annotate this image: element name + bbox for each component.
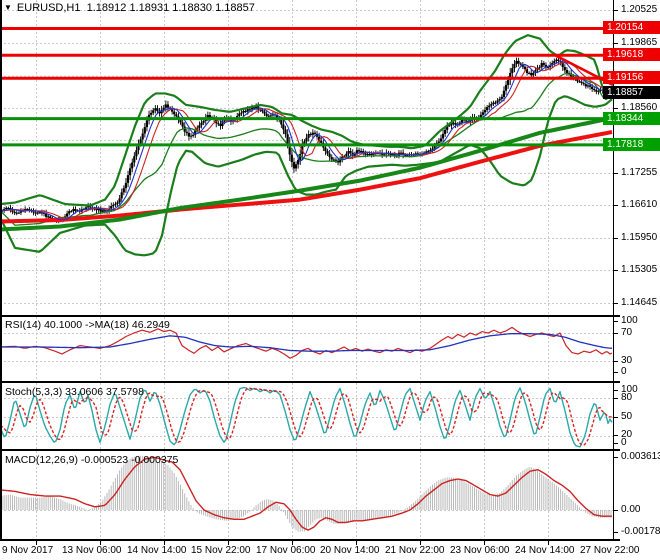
time-axis-label: 23 Nov 06:00 <box>450 545 510 556</box>
price-axis-tick <box>613 205 618 206</box>
panel-separator-macd[interactable] <box>0 449 620 451</box>
time-axis-label: 21 Nov 22:00 <box>385 545 445 556</box>
time-axis-border <box>0 539 620 541</box>
indicator-scale-label: 100 <box>621 315 638 326</box>
time-axis-tick <box>548 541 549 545</box>
indicator-scale-tick <box>613 443 618 444</box>
indicator-scale-label: 0 <box>621 366 627 377</box>
stoch-panel-canvas[interactable] <box>0 383 613 449</box>
time-axis-label: 14 Nov 14:00 <box>127 545 187 556</box>
price-axis-tick <box>613 10 618 11</box>
macd-panel-canvas[interactable] <box>0 451 613 539</box>
price-level-badge-red: 1.19618 <box>603 48 660 61</box>
price-level-badge-green: 1.18344 <box>603 112 660 125</box>
price-level-badge-green: 1.17818 <box>603 138 660 151</box>
indicator-scale-label: 20 <box>621 429 633 440</box>
price-axis-tick <box>613 303 618 304</box>
panel-separator-rsi[interactable] <box>0 315 620 317</box>
time-axis-label: 13 Nov 06:00 <box>62 545 122 556</box>
indicator-scale-tick <box>613 457 618 458</box>
indicator-scale-tick <box>613 390 618 391</box>
macd-indicator-label: MACD(12,26,9) -0.000523 -0.000375 <box>5 454 179 466</box>
indicator-scale-label: 70 <box>621 327 633 338</box>
chart-symbol-period: EURUSD,H1 <box>16 2 81 14</box>
time-axis-label: 17 Nov 06:00 <box>256 545 316 556</box>
time-axis-tick <box>292 541 293 545</box>
indicator-scale-label: 50 <box>621 411 633 422</box>
time-axis-tick <box>420 541 421 545</box>
price-axis-label: 1.16610 <box>621 199 658 210</box>
chart-ohlc-values: 1.18912 1.18931 1.18830 1.18857 <box>86 2 255 14</box>
time-axis-label: 9 Nov 2017 <box>2 545 54 556</box>
chart-left-border <box>0 0 2 539</box>
indicator-scale-tick <box>613 321 618 322</box>
price-axis-label: 1.20525 <box>621 4 658 15</box>
time-axis-tick <box>100 541 101 545</box>
price-axis-tick <box>613 43 618 44</box>
price-level-badge-red: 1.19156 <box>603 71 660 84</box>
time-axis-label: 20 Nov 14:00 <box>320 545 380 556</box>
price-axis-label: 1.17255 <box>621 167 658 178</box>
price-axis-label: 1.19865 <box>621 37 658 48</box>
price-level-badge-black: 1.18857 <box>603 86 660 99</box>
indicator-scale-tick <box>613 333 618 334</box>
indicator-scale-label: 0.003613 <box>621 451 660 462</box>
stoch-indicator-label: Stoch(5,3,3) 33.0606 37.5798 <box>5 386 144 398</box>
indicator-scale-label: -0.001788 <box>621 526 660 537</box>
indicator-scale-tick <box>613 361 618 362</box>
price-axis-tick <box>613 238 618 239</box>
symbol-dropdown-icon[interactable]: ▼ <box>4 3 12 12</box>
panel-separator-stoch[interactable] <box>0 381 620 383</box>
price-axis-label: 1.14645 <box>621 297 658 308</box>
indicator-scale-label: 80 <box>621 392 633 403</box>
price-axis-tick <box>613 270 618 271</box>
price-axis-label: 1.18560 <box>621 102 658 113</box>
price-level-badge-red: 1.20154 <box>603 21 660 34</box>
indicator-scale-label: 0.00 <box>621 504 641 515</box>
time-axis-tick <box>356 541 357 545</box>
indicator-scale-tick <box>613 398 618 399</box>
rsi-panel-canvas[interactable] <box>0 317 613 381</box>
indicator-scale-tick <box>613 510 618 511</box>
time-axis-label: 15 Nov 22:00 <box>191 545 251 556</box>
indicator-scale-label: 30 <box>621 355 633 366</box>
price-axis-tick <box>613 108 618 109</box>
main-chart-canvas[interactable] <box>0 0 613 315</box>
price-axis-label: 1.15950 <box>621 232 658 243</box>
indicator-scale-label: 0 <box>621 437 627 448</box>
rsi-indicator-label: RSI(14) 40.1000 ->MA(18) 46.2949 <box>5 319 170 331</box>
time-axis-tick <box>228 541 229 545</box>
time-axis-tick <box>36 541 37 545</box>
indicator-scale-tick <box>613 532 618 533</box>
indicator-scale-tick <box>613 417 618 418</box>
time-axis-tick <box>484 541 485 545</box>
price-axis-tick <box>613 173 618 174</box>
chart-title: ▼ EURUSD,H1 1.18912 1.18931 1.18830 1.188… <box>4 2 255 14</box>
indicator-scale-label: 100 <box>621 384 638 395</box>
price-axis-label: 1.15305 <box>621 264 658 275</box>
indicator-scale-tick <box>613 435 618 436</box>
time-axis-label: 27 Nov 22:00 <box>580 545 640 556</box>
indicator-scale-tick <box>613 372 618 373</box>
time-axis-label: 24 Nov 14:00 <box>515 545 575 556</box>
time-axis-tick <box>164 541 165 545</box>
